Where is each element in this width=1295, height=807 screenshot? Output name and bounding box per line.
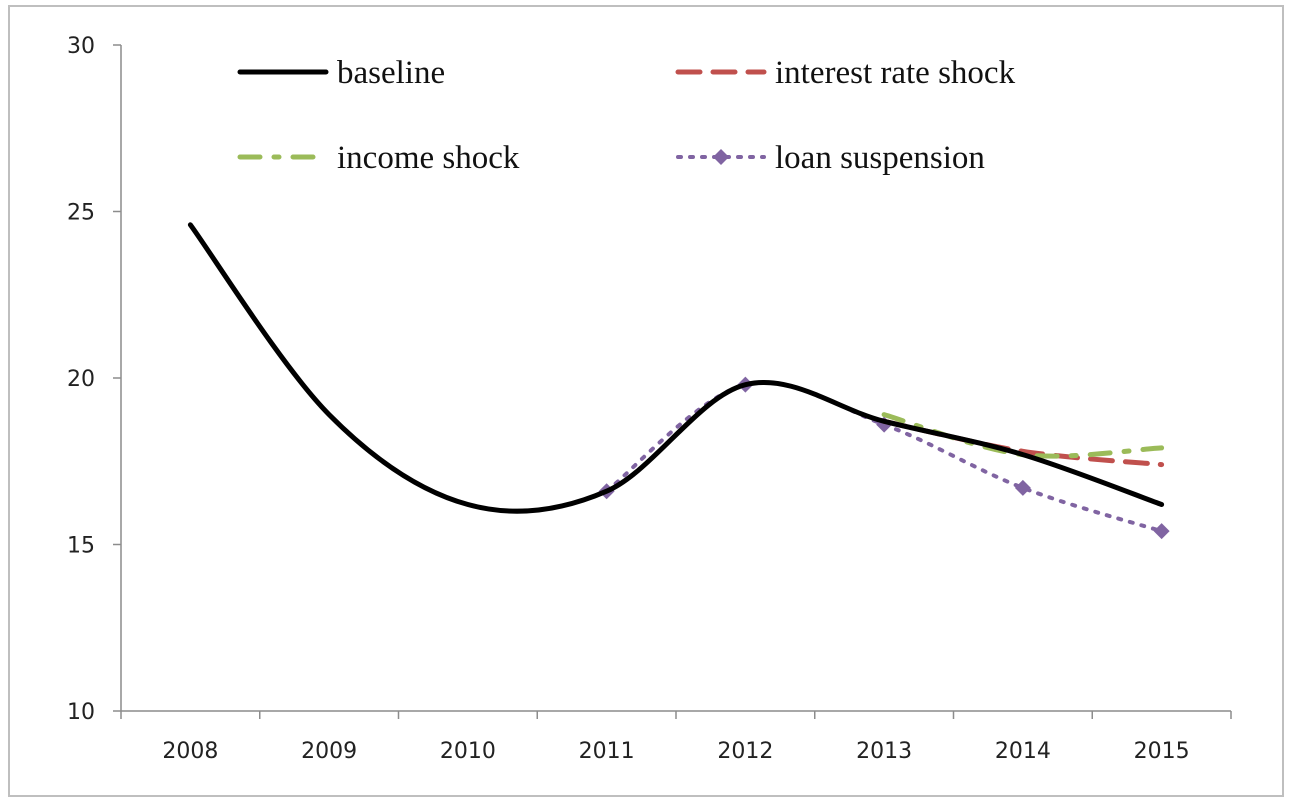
series-line-interest-rate-shock — [881, 418, 1165, 468]
legend-marker-loan-suspension — [713, 149, 729, 165]
legend-label-interest-rate-shock: interest rate shock — [775, 55, 1016, 91]
data-point-loan-suspension — [1014, 479, 1031, 496]
x-tick-label: 2014 — [995, 739, 1051, 764]
legend-label-income-shock: income shock — [337, 140, 520, 176]
y-tick-label: 25 — [67, 201, 95, 226]
x-tick-label: 2009 — [301, 739, 357, 764]
y-tick-label: 30 — [67, 34, 95, 59]
legend-label-baseline: baseline — [337, 55, 445, 91]
x-tick-label: 2012 — [717, 739, 773, 764]
x-tick-label: 2008 — [162, 739, 218, 764]
data-point-loan-suspension — [1153, 523, 1170, 540]
chart-frame — [8, 5, 1284, 797]
y-tick-label: 20 — [67, 367, 95, 392]
x-tick-label: 2010 — [440, 739, 496, 764]
x-tick-label: 2011 — [579, 739, 635, 764]
x-tick-label: 2013 — [856, 739, 912, 764]
y-tick-label: 15 — [67, 534, 95, 559]
legend-label-loan-suspension: loan suspension — [775, 140, 985, 176]
x-tick-label: 2015 — [1134, 739, 1190, 764]
series-line-baseline — [187, 222, 1165, 514]
y-tick-label: 10 — [67, 700, 95, 725]
